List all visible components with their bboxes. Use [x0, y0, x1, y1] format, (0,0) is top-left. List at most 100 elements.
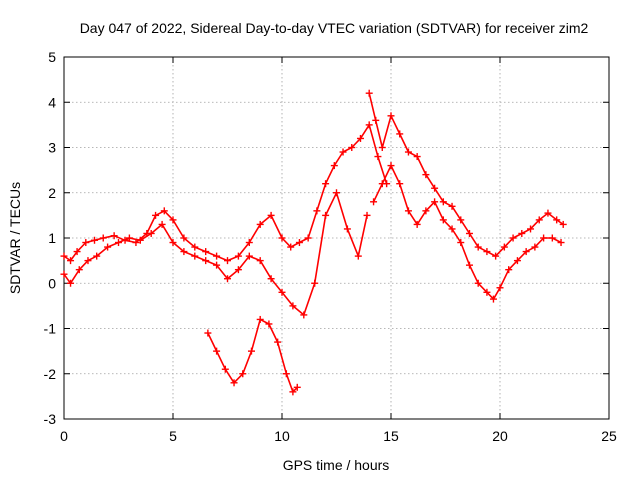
plot-frame [63, 56, 610, 420]
data-point [267, 211, 275, 219]
series-trace-a [60, 121, 391, 265]
data-point [322, 180, 330, 188]
data-point [91, 236, 99, 244]
series-trace-d [370, 162, 565, 303]
data-point [267, 275, 275, 283]
data-point [234, 266, 242, 274]
data-point [387, 112, 395, 120]
data-point [304, 234, 312, 242]
data-point [378, 180, 386, 188]
data-point [230, 379, 238, 387]
data-point [387, 162, 395, 170]
data-point [339, 148, 347, 156]
data-point [247, 347, 255, 355]
data-point [224, 275, 231, 283]
data-point [289, 302, 297, 310]
data-point [522, 248, 530, 256]
data-point [354, 252, 362, 260]
data-point [333, 189, 340, 197]
y-tick-label: 3 [48, 140, 56, 156]
data-point [343, 225, 351, 233]
data-point [67, 257, 75, 265]
y-tick-label: -3 [44, 411, 57, 427]
data-point [213, 347, 221, 355]
y-tick-label: 0 [48, 275, 56, 291]
x-tick-label: 10 [274, 428, 290, 444]
data-point [483, 248, 491, 256]
series-trace-c [365, 89, 567, 260]
data-point [82, 239, 90, 247]
data-point [293, 383, 301, 391]
data-point [378, 144, 386, 151]
data-point [75, 266, 83, 274]
data-point [311, 279, 319, 287]
data-point [465, 261, 473, 269]
data-point [422, 171, 430, 179]
data-point [278, 288, 286, 296]
data-point [356, 134, 364, 142]
series-trace-b [60, 189, 371, 319]
data-point [125, 234, 133, 242]
y-axis-label: SDTVAR / TECUs [7, 182, 23, 294]
data-point [104, 243, 112, 251]
data-point [413, 153, 421, 161]
data-point [518, 229, 526, 237]
data-point [110, 232, 118, 240]
data-point [540, 234, 548, 242]
data-point [136, 236, 144, 244]
data-point [224, 257, 231, 265]
data-point [256, 257, 264, 265]
data-point [559, 220, 567, 228]
data-point [147, 229, 155, 237]
data-point [160, 207, 168, 215]
data-point [282, 370, 290, 378]
data-point [256, 220, 264, 228]
data-point [422, 207, 430, 215]
data-point [531, 243, 539, 251]
data-point [191, 252, 199, 260]
data-point [365, 89, 373, 97]
data-point [457, 239, 465, 247]
data-point [287, 243, 295, 251]
x-tick-label: 0 [60, 428, 68, 444]
data-point [404, 207, 412, 215]
data-point [330, 162, 338, 170]
data-point [84, 257, 92, 265]
data-point [474, 243, 482, 251]
data-point [169, 239, 177, 247]
data-point [265, 320, 273, 328]
data-point [374, 153, 382, 161]
data-point [191, 243, 199, 251]
data-point [489, 295, 497, 303]
data-point [115, 239, 122, 247]
data-point [158, 220, 166, 228]
data-point [180, 234, 188, 242]
y-tick-label: -1 [44, 321, 57, 337]
y-tick-label: 2 [48, 185, 56, 201]
data-point [370, 198, 378, 206]
data-point [457, 216, 465, 224]
data-point [99, 234, 107, 242]
data-point [73, 248, 81, 256]
data-point [169, 216, 177, 224]
data-point [245, 239, 253, 247]
data-point [465, 229, 473, 237]
data-point [483, 288, 491, 296]
x-tick-label: 20 [492, 428, 508, 444]
data-point [372, 116, 380, 124]
data-point [348, 144, 356, 151]
x-ticks: 0 5 10 15 20 25 [60, 57, 617, 444]
data-point [67, 279, 75, 287]
data-point [509, 234, 517, 242]
data-point [505, 266, 513, 274]
data-point [202, 257, 210, 265]
data-point [239, 370, 247, 378]
data-point [202, 248, 210, 256]
data-point [221, 365, 229, 373]
series-line [207, 318, 298, 393]
data-point [396, 130, 404, 138]
data-point [404, 148, 412, 156]
data-point [295, 239, 303, 247]
data-point [513, 257, 521, 265]
x-tick-label: 15 [383, 428, 399, 444]
